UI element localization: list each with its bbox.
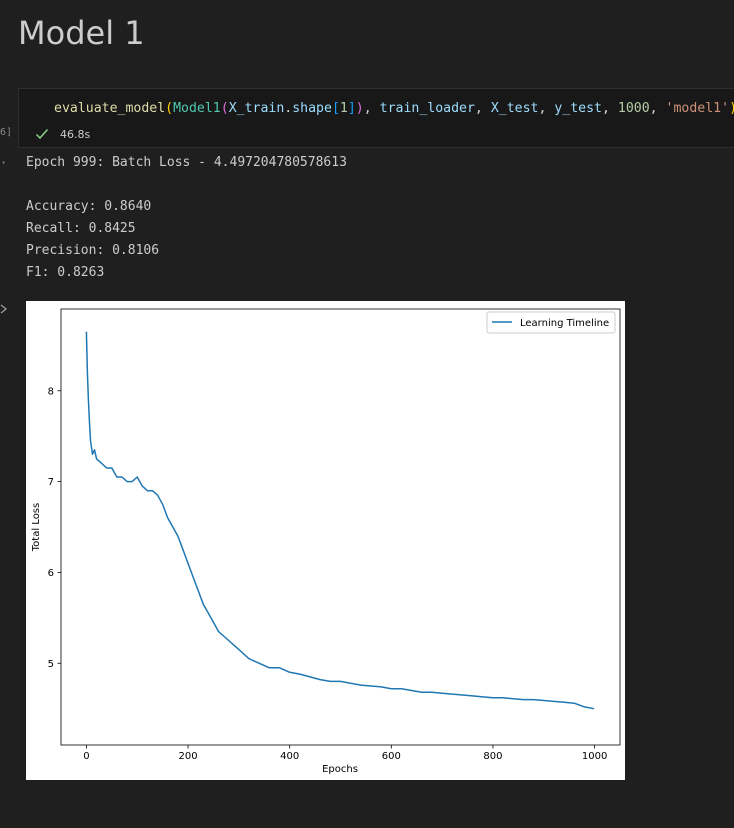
code-token: ) [355, 101, 364, 116]
code-token: [ [331, 101, 340, 116]
output-precision: Precision: 0.8106 [26, 243, 160, 258]
output-indicator[interactable]: · [0, 156, 8, 170]
code-token: , [363, 101, 380, 116]
x-tick-label: 800 [483, 751, 502, 762]
legend-box [486, 311, 616, 334]
markdown-heading: Model 1 [18, 14, 145, 52]
code-token: , [601, 101, 618, 116]
series-line-learning-timeline [85, 331, 595, 710]
code-cell[interactable]: evaluate_model(Model1(X_train.shape[1]),… [18, 88, 734, 148]
execution-duration: 46.8s [60, 127, 91, 141]
code-token: y_test [554, 101, 602, 116]
y-tick-label: 8 [48, 386, 54, 397]
code-token: evaluate_model [54, 101, 166, 116]
y-tick-label: 7 [48, 477, 54, 488]
cell-status: 46.8s [35, 127, 90, 141]
x-tick-label: 0 [83, 751, 89, 762]
output-epoch-line: Epoch 999: Batch Loss - 4.49720478057861… [26, 155, 347, 170]
code-token: ( [165, 101, 174, 116]
legend: Learning Timeline [486, 311, 616, 334]
plot-image: 0 200 400 600 800 1000 5 6 7 8 Epochs Total Loss … [26, 301, 625, 780]
code-token: shape [292, 101, 332, 116]
code-token: 1 [339, 101, 348, 116]
code-token: , [649, 101, 666, 116]
output-accuracy: Accuracy: 0.8640 [26, 199, 152, 214]
x-axis-label: Epochs [322, 764, 358, 775]
plot-area [60, 308, 621, 746]
code-token: X_train [228, 101, 285, 116]
check-icon [35, 129, 49, 140]
code-token: 'model1' [665, 101, 730, 116]
y-tick-label: 6 [48, 568, 54, 579]
code-token: , [474, 101, 491, 116]
code-token: ( [220, 101, 229, 116]
code-token: . [284, 101, 293, 116]
execution-count: 6] [0, 127, 13, 138]
chevron-right-icon[interactable] [0, 304, 8, 314]
x-tick-label: 1000 [582, 751, 607, 762]
code-token: Model1 [173, 101, 221, 116]
legend-label: Learning Timeline [520, 318, 609, 329]
code-editor-line[interactable]: evaluate_model(Model1(X_train.shape[1]),… [54, 101, 734, 116]
code-token: ) [729, 101, 734, 116]
x-tick-label: 200 [178, 751, 197, 762]
code-token: ] [347, 101, 356, 116]
output-recall: Recall: 0.8425 [26, 221, 136, 236]
code-token: , [538, 101, 555, 116]
y-tick-label: 5 [48, 659, 54, 670]
code-token: X_test [490, 101, 539, 116]
output-f1: F1: 0.8263 [26, 265, 105, 280]
code-token: 1000 [617, 101, 650, 116]
y-axis-label: Total Loss [31, 503, 42, 552]
x-tick-label: 400 [280, 751, 299, 762]
x-tick-label: 600 [382, 751, 401, 762]
code-token: train_loader [379, 101, 475, 116]
